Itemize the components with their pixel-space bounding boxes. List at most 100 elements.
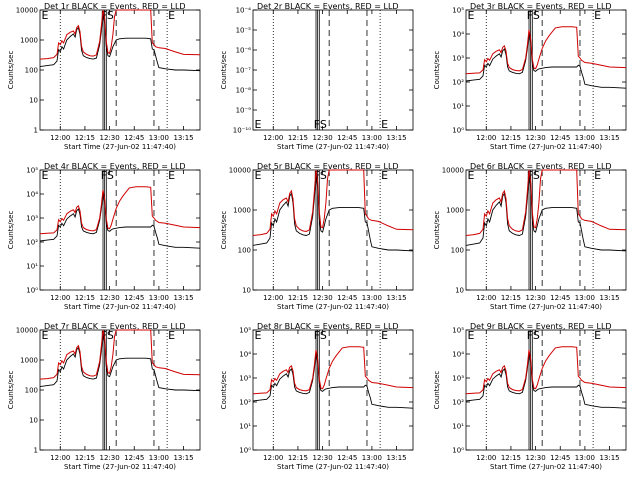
panel-title: Det 1r BLACK = Events, RED = LLD (44, 2, 186, 11)
phase-label: E (594, 169, 601, 182)
y-tick-label: 10² (239, 399, 251, 407)
x-tick-label: 12:15 (501, 294, 521, 302)
y-axis-label: Counts/sec (433, 371, 441, 410)
phase-label: E (468, 329, 475, 342)
y-tick-label: 10³ (452, 375, 464, 383)
y-tick-label: 1000 (20, 37, 38, 45)
x-tick-label: 13:15 (599, 294, 619, 302)
panel-7: Det 7r BLACK = Events, RED = LLD 1 10 100 10… (7, 322, 201, 471)
lld-series (465, 346, 627, 395)
y-axis-label: Counts/sec (7, 371, 15, 410)
x-tick-label: 13:00 (575, 454, 595, 462)
x-axis-label: Start Time (27-Jun-02 11:47:40) (277, 303, 389, 311)
panel-title: Det 3r BLACK = Events, RED = LLD (470, 2, 612, 11)
plot-frame (465, 9, 627, 131)
panel-4: Det 4r BLACK = Events, RED = LLD 10⁰ 10¹ 10… (7, 162, 201, 311)
panel-9: Det 9r BLACK = Events, RED = LLD 10⁰ 10¹ 10… (433, 322, 627, 471)
plot-frame (465, 329, 627, 451)
y-tick-label: 10⁻⁵ (236, 27, 252, 35)
y-tick-label: 1000 (20, 357, 38, 365)
x-tick-label: 13:15 (173, 134, 193, 142)
x-tick-label: 12:30 (312, 134, 332, 142)
panel-title: Det 8r BLACK = Events, RED = LLD (257, 322, 399, 331)
events-series (39, 332, 201, 392)
x-tick-label: 13:15 (173, 454, 193, 462)
x-axis-label: Start Time (27-Jun-02 11:47:40) (64, 143, 176, 151)
panel-title: Det 9r BLACK = Events, RED = LLD (470, 322, 612, 331)
plot-frame (252, 169, 414, 291)
x-tick-label: 12:45 (124, 134, 144, 142)
y-tick-label: 10² (452, 399, 464, 407)
y-tick-label: 10⁻⁶ (236, 47, 252, 55)
y-tick-label: 10 (242, 287, 251, 295)
x-tick-label: 12:30 (99, 454, 119, 462)
x-tick-label: 12:45 (550, 294, 570, 302)
y-tick-label: 10³ (239, 375, 251, 383)
y-tick-label: 10⁻⁸ (236, 87, 252, 95)
y-tick-label: 10⁰ (452, 447, 464, 455)
panel-1: Det 1r BLACK = Events, RED = LLD 1 10 100 10… (7, 2, 201, 151)
x-tick-label: 12:00 (263, 294, 283, 302)
phase-label: E (381, 118, 388, 131)
y-tick-label: 100 (25, 387, 38, 395)
y-tick-label: 10⁴ (452, 351, 464, 359)
x-tick-label: 13:00 (362, 294, 382, 302)
y-tick-label: 100 (238, 247, 251, 255)
x-tick-label: 12:15 (288, 294, 308, 302)
y-tick-label: 10⁵ (26, 167, 38, 175)
x-tick-label: 12:15 (75, 294, 95, 302)
y-tick-label: 10 (29, 97, 38, 105)
x-axis-label: Start Time (27-Jun-02 11:47:40) (490, 303, 602, 311)
panel-2: Det 2r BLACK = Events, RED = LLD 10⁻¹⁰ 10⁻… (220, 2, 414, 151)
phase-label: E (42, 329, 49, 342)
plot-frame (252, 9, 414, 131)
x-tick-label: 12:45 (337, 294, 357, 302)
panel-title: Det 5r BLACK = Events, RED = LLD (257, 162, 399, 171)
lld-series (465, 26, 627, 75)
phase-label: FS (527, 329, 540, 342)
panel-title: Det 4r BLACK = Events, RED = LLD (44, 162, 186, 171)
y-tick-label: 10⁻⁹ (236, 107, 252, 115)
x-axis-label: Start Time (27-Jun-02 11:47:40) (490, 143, 602, 151)
y-tick-label: 1 (34, 447, 38, 455)
y-tick-label: 10⁵ (452, 327, 464, 335)
x-axis-label: Start Time (27-Jun-02 11:47:40) (64, 303, 176, 311)
y-tick-label: 1000 (446, 207, 464, 215)
phase-label: E (594, 9, 601, 22)
x-tick-label: 12:15 (288, 454, 308, 462)
panel-3: Det 3r BLACK = Events, RED = LLD 10⁰ 10¹ 10… (433, 2, 627, 151)
y-tick-label: 10⁻¹⁰ (233, 127, 251, 135)
x-axis-label: Start Time (27-Jun-02 11:47:40) (490, 463, 602, 471)
phase-label: E (594, 329, 601, 342)
y-tick-label: 10⁰ (239, 447, 251, 455)
panel-8: Det 8r BLACK = Events, RED = LLD 10⁰ 10¹ 10… (220, 322, 414, 471)
events-series (465, 173, 627, 252)
lld-series (252, 346, 414, 395)
y-tick-label: 10⁰ (26, 287, 38, 295)
y-tick-label: 10¹ (26, 263, 38, 271)
phase-label: E (168, 169, 175, 182)
lld-series (465, 169, 627, 236)
x-tick-label: 12:30 (99, 134, 119, 142)
x-tick-label: 13:00 (362, 134, 382, 142)
lld-series (39, 329, 201, 380)
y-axis-label: Counts/sec (220, 51, 228, 90)
phase-label: E (468, 169, 475, 182)
x-tick-label: 13:00 (149, 134, 169, 142)
y-tick-label: 100 (25, 67, 38, 75)
y-tick-label: 10 (29, 417, 38, 425)
phase-label: E (42, 9, 49, 22)
x-tick-label: 12:45 (124, 294, 144, 302)
x-tick-label: 12:15 (75, 454, 95, 462)
lld-series (39, 186, 201, 235)
panel-title: Det 6r BLACK = Events, RED = LLD (470, 162, 612, 171)
phase-label: E (255, 169, 262, 182)
phase-label: E (42, 169, 49, 182)
x-tick-label: 12:45 (550, 134, 570, 142)
y-tick-label: 10² (26, 239, 38, 247)
plot-frame (252, 329, 414, 451)
y-tick-label: 10000 (16, 7, 38, 15)
y-tick-label: 10¹ (239, 423, 251, 431)
y-tick-label: 10¹ (452, 103, 464, 111)
plot-frame (465, 169, 627, 291)
